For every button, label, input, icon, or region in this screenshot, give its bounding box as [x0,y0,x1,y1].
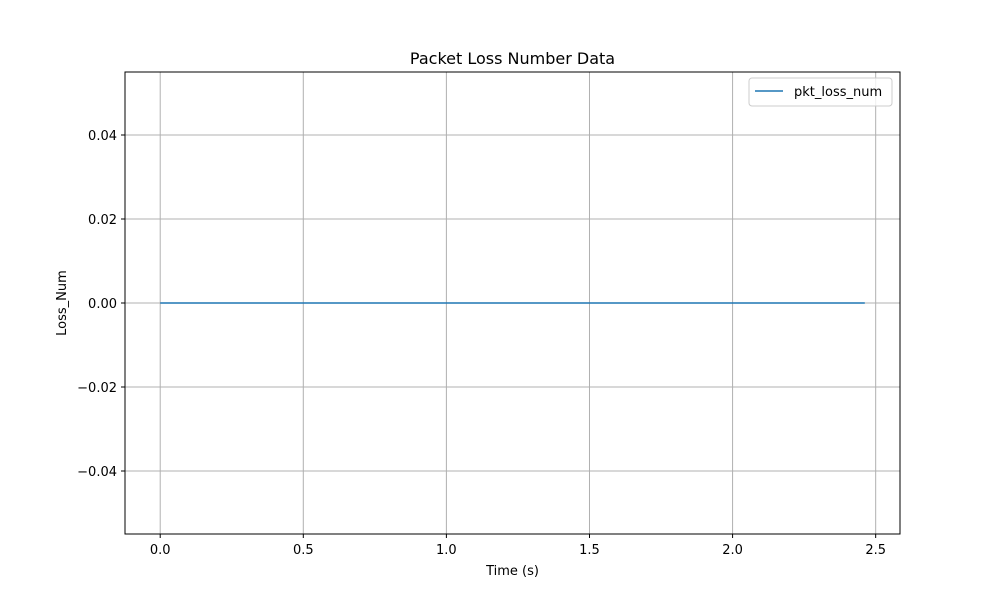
x-tick-label: 2.0 [722,543,743,558]
x-axis-label: Time (s) [485,564,539,579]
legend: pkt_loss_num [748,77,893,107]
y-axis-ticks: −0.04 −0.02 0.00 0.02 0.04 [77,129,125,480]
x-axis-ticks: 0.0 0.5 1.0 1.5 2.0 2.5 [150,534,886,558]
y-axis-label: Loss_Num [55,270,70,336]
y-tick-label: 0.00 [88,297,117,312]
y-tick-label: 0.04 [88,129,117,144]
x-tick-label: 0.5 [293,543,314,558]
y-tick-label: −0.02 [77,381,117,396]
chart-title: Packet Loss Number Data [410,49,615,68]
x-tick-label: 1.5 [579,543,600,558]
x-tick-label: 0.0 [150,543,171,558]
x-tick-label: 2.5 [865,543,886,558]
y-tick-label: −0.04 [77,465,117,480]
legend-label-pkt-loss-num: pkt_loss_num [794,85,882,100]
y-tick-label: 0.02 [88,213,117,228]
legend-box [748,77,893,107]
x-tick-label: 1.0 [436,543,457,558]
